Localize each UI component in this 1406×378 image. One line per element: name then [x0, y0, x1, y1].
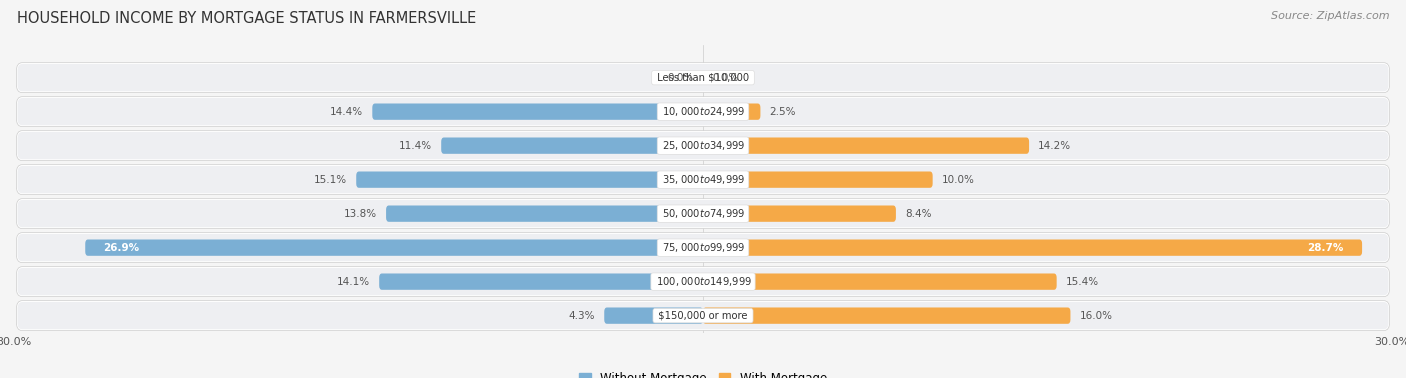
FancyBboxPatch shape	[86, 240, 703, 256]
FancyBboxPatch shape	[703, 104, 761, 120]
FancyBboxPatch shape	[17, 132, 1389, 159]
Text: 11.4%: 11.4%	[399, 141, 432, 151]
Legend: Without Mortgage, With Mortgage: Without Mortgage, With Mortgage	[574, 367, 832, 378]
Text: 16.0%: 16.0%	[1080, 311, 1112, 321]
FancyBboxPatch shape	[17, 64, 1389, 91]
FancyBboxPatch shape	[703, 172, 932, 188]
FancyBboxPatch shape	[17, 199, 1389, 229]
FancyBboxPatch shape	[703, 274, 1057, 290]
FancyBboxPatch shape	[17, 234, 1389, 261]
FancyBboxPatch shape	[356, 172, 703, 188]
Text: 8.4%: 8.4%	[905, 209, 932, 218]
Text: 13.8%: 13.8%	[344, 209, 377, 218]
FancyBboxPatch shape	[387, 206, 703, 222]
Text: 26.9%: 26.9%	[104, 243, 139, 253]
FancyBboxPatch shape	[703, 138, 1029, 154]
Text: 28.7%: 28.7%	[1308, 243, 1344, 253]
FancyBboxPatch shape	[17, 97, 1389, 127]
Text: $150,000 or more: $150,000 or more	[655, 311, 751, 321]
FancyBboxPatch shape	[17, 233, 1389, 263]
FancyBboxPatch shape	[17, 200, 1389, 227]
FancyBboxPatch shape	[17, 268, 1389, 295]
Text: Source: ZipAtlas.com: Source: ZipAtlas.com	[1271, 11, 1389, 21]
FancyBboxPatch shape	[605, 307, 703, 324]
FancyBboxPatch shape	[17, 98, 1389, 125]
FancyBboxPatch shape	[17, 301, 1389, 331]
FancyBboxPatch shape	[703, 206, 896, 222]
Text: 0.0%: 0.0%	[713, 73, 738, 83]
FancyBboxPatch shape	[380, 274, 703, 290]
FancyBboxPatch shape	[17, 63, 1389, 93]
FancyBboxPatch shape	[17, 165, 1389, 195]
FancyBboxPatch shape	[17, 302, 1389, 329]
Text: 15.4%: 15.4%	[1066, 277, 1099, 287]
Text: 2.5%: 2.5%	[769, 107, 796, 117]
Text: $75,000 to $99,999: $75,000 to $99,999	[659, 241, 747, 254]
FancyBboxPatch shape	[373, 104, 703, 120]
Text: $10,000 to $24,999: $10,000 to $24,999	[659, 105, 747, 118]
Text: 4.3%: 4.3%	[568, 311, 595, 321]
FancyBboxPatch shape	[17, 166, 1389, 193]
Text: 10.0%: 10.0%	[942, 175, 974, 184]
Text: $100,000 to $149,999: $100,000 to $149,999	[652, 275, 754, 288]
Text: 0.0%: 0.0%	[668, 73, 693, 83]
Text: Less than $10,000: Less than $10,000	[654, 73, 752, 83]
Text: $25,000 to $34,999: $25,000 to $34,999	[659, 139, 747, 152]
FancyBboxPatch shape	[703, 240, 1362, 256]
Text: 14.2%: 14.2%	[1038, 141, 1071, 151]
Text: 14.1%: 14.1%	[337, 277, 370, 287]
Text: $50,000 to $74,999: $50,000 to $74,999	[659, 207, 747, 220]
Text: $35,000 to $49,999: $35,000 to $49,999	[659, 173, 747, 186]
FancyBboxPatch shape	[17, 131, 1389, 161]
Text: HOUSEHOLD INCOME BY MORTGAGE STATUS IN FARMERSVILLE: HOUSEHOLD INCOME BY MORTGAGE STATUS IN F…	[17, 11, 477, 26]
FancyBboxPatch shape	[703, 307, 1070, 324]
Text: 14.4%: 14.4%	[330, 107, 363, 117]
FancyBboxPatch shape	[17, 267, 1389, 297]
Text: 15.1%: 15.1%	[314, 175, 347, 184]
FancyBboxPatch shape	[441, 138, 703, 154]
